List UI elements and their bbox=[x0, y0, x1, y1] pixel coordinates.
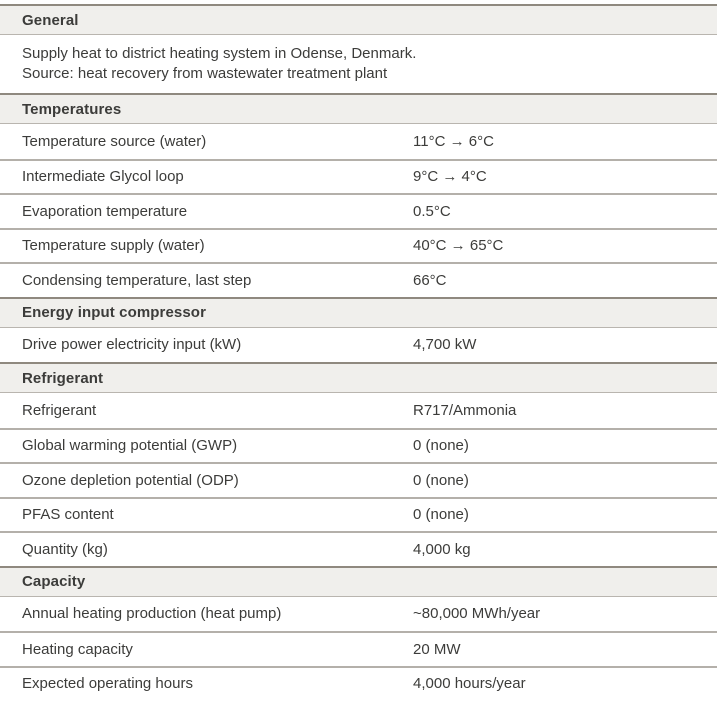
row-value: 9°C → 4°C bbox=[413, 168, 487, 186]
row-label: Intermediate Glycol loop bbox=[22, 168, 184, 186]
row-label: PFAS content bbox=[22, 506, 114, 524]
table-row: Heating capacity 20 MW bbox=[0, 631, 717, 666]
row-label: Condensing temperature, last step bbox=[22, 271, 252, 289]
section-title: Capacity bbox=[22, 573, 86, 590]
row-value: 40°C → 65°C bbox=[413, 237, 504, 255]
row-label: Expected operating hours bbox=[22, 675, 193, 693]
general-description: Supply heat to district heating system i… bbox=[0, 35, 717, 93]
table-row: Global warming potential (GWP) 0 (none) bbox=[0, 427, 717, 462]
row-value: 0 (none) bbox=[413, 506, 469, 524]
section-header-capacity: Capacity bbox=[0, 565, 717, 597]
section-title: Refrigerant bbox=[22, 369, 104, 387]
table-row: Annual heating production (heat pump) ~8… bbox=[0, 596, 717, 631]
section-title: Temperatures bbox=[22, 100, 122, 118]
row-label: Temperature supply (water) bbox=[22, 237, 205, 255]
row-label: Annual heating production (heat pump) bbox=[22, 605, 282, 623]
section-header-energy-input-compressor: Energy input compressor bbox=[0, 296, 717, 328]
table-row: Expected operating hours 4,000 hours/yea… bbox=[0, 665, 717, 700]
row-label: Heating capacity bbox=[22, 640, 133, 658]
row-label: Temperature source (water) bbox=[22, 132, 207, 150]
row-value: ~80,000 MWh/year bbox=[413, 605, 541, 623]
row-value: 4,000 kg bbox=[413, 540, 471, 558]
row-value: 0 (none) bbox=[413, 471, 469, 489]
table-row: Drive power electricity input (kW) 4,700… bbox=[0, 327, 717, 362]
section-title: General bbox=[22, 11, 79, 29]
row-value: 66°C bbox=[413, 271, 447, 289]
section-header-temperatures: Temperatures bbox=[0, 93, 717, 124]
table-row: Temperature source (water) 11°C → 6°C bbox=[0, 124, 717, 159]
table-row: Condensing temperature, last step 66°C bbox=[0, 262, 717, 297]
row-value: 0.5°C bbox=[413, 202, 451, 220]
table-row: Evaporation temperature 0.5°C bbox=[0, 193, 717, 228]
row-label: Evaporation temperature bbox=[22, 202, 188, 220]
row-label: Quantity (kg) bbox=[22, 540, 108, 558]
table-row: Intermediate Glycol loop 9°C → 4°C bbox=[0, 158, 717, 193]
table-row: Refrigerant R717/Ammonia bbox=[0, 393, 717, 428]
section-header-refrigerant: Refrigerant bbox=[0, 362, 717, 393]
row-label: Ozone depletion potential (ODP) bbox=[22, 471, 239, 489]
row-value: 4,000 hours/year bbox=[413, 675, 526, 693]
table-row: PFAS content 0 (none) bbox=[0, 496, 717, 531]
table-row: Ozone depletion potential (ODP) 0 (none) bbox=[0, 462, 717, 497]
description-line-2: Source: heat recovery from wastewater tr… bbox=[22, 65, 388, 82]
section-header-general: General bbox=[0, 4, 717, 35]
row-value: 4,700 kW bbox=[413, 336, 477, 354]
row-value: 0 (none) bbox=[413, 437, 469, 455]
row-label: Refrigerant bbox=[22, 401, 97, 419]
table-row: Temperature supply (water) 40°C → 65°C bbox=[0, 227, 717, 262]
description-line-1: Supply heat to district heating system i… bbox=[22, 45, 417, 62]
specification-table: General Supply heat to district heating … bbox=[0, 4, 717, 700]
section-title: Energy input compressor bbox=[22, 304, 207, 321]
row-value: R717/Ammonia bbox=[413, 401, 517, 419]
row-value: 20 MW bbox=[413, 640, 461, 658]
row-value: 11°C → 6°C bbox=[413, 132, 494, 150]
table-row: Quantity (kg) 4,000 kg bbox=[0, 531, 717, 566]
row-label: Drive power electricity input (kW) bbox=[22, 336, 242, 354]
row-label: Global warming potential (GWP) bbox=[22, 437, 238, 455]
